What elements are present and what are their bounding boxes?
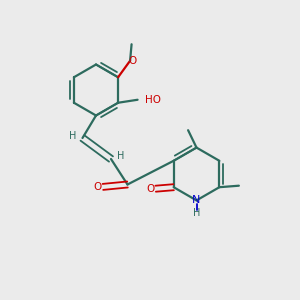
Text: H: H	[69, 130, 76, 141]
Text: N: N	[192, 195, 201, 206]
Text: H: H	[117, 151, 124, 161]
Text: H: H	[193, 208, 200, 218]
Text: O: O	[146, 184, 155, 194]
Text: O: O	[93, 182, 102, 192]
Text: O: O	[128, 56, 136, 66]
Text: HO: HO	[145, 95, 161, 105]
